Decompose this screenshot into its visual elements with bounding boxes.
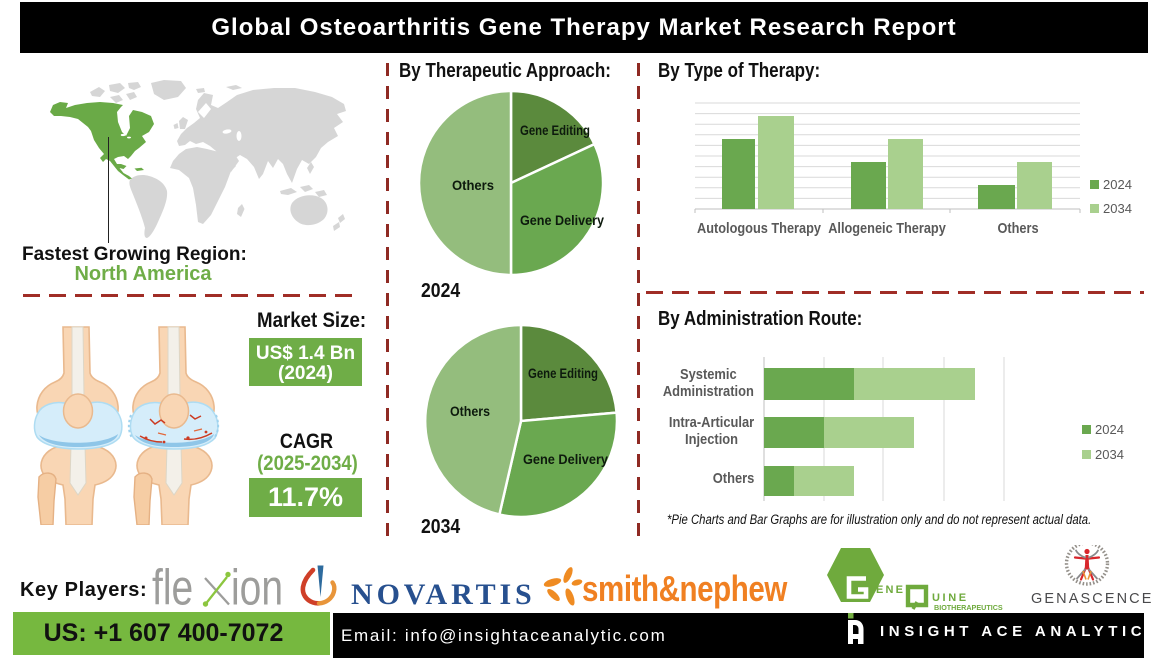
svg-text:fle: fle [152, 559, 193, 613]
svg-text:smith&nephew: smith&nephew [582, 568, 788, 608]
svg-text:GENASCENCE: GENASCENCE [1031, 591, 1154, 607]
svg-text:Others: Others [452, 177, 494, 193]
svg-text:INSIGHT ACE ANALYTIC: INSIGHT ACE ANALYTIC [880, 623, 1146, 640]
svg-text:Gene Editing: Gene Editing [520, 122, 590, 138]
svg-text:ion: ion [231, 559, 283, 613]
svg-text:NOVARTIS: NOVARTIS [351, 578, 536, 611]
svg-text:Gene Delivery: Gene Delivery [523, 451, 608, 467]
svg-text:BIOTHERAPEUTICS: BIOTHERAPEUTICS [934, 603, 1003, 612]
svg-text:Others: Others [450, 403, 490, 419]
svg-text:UINE: UINE [932, 592, 969, 604]
svg-text:Gene Delivery: Gene Delivery [520, 212, 604, 228]
svg-text:Gene Editing: Gene Editing [528, 365, 598, 381]
svg-text:ENE: ENE [876, 584, 905, 596]
